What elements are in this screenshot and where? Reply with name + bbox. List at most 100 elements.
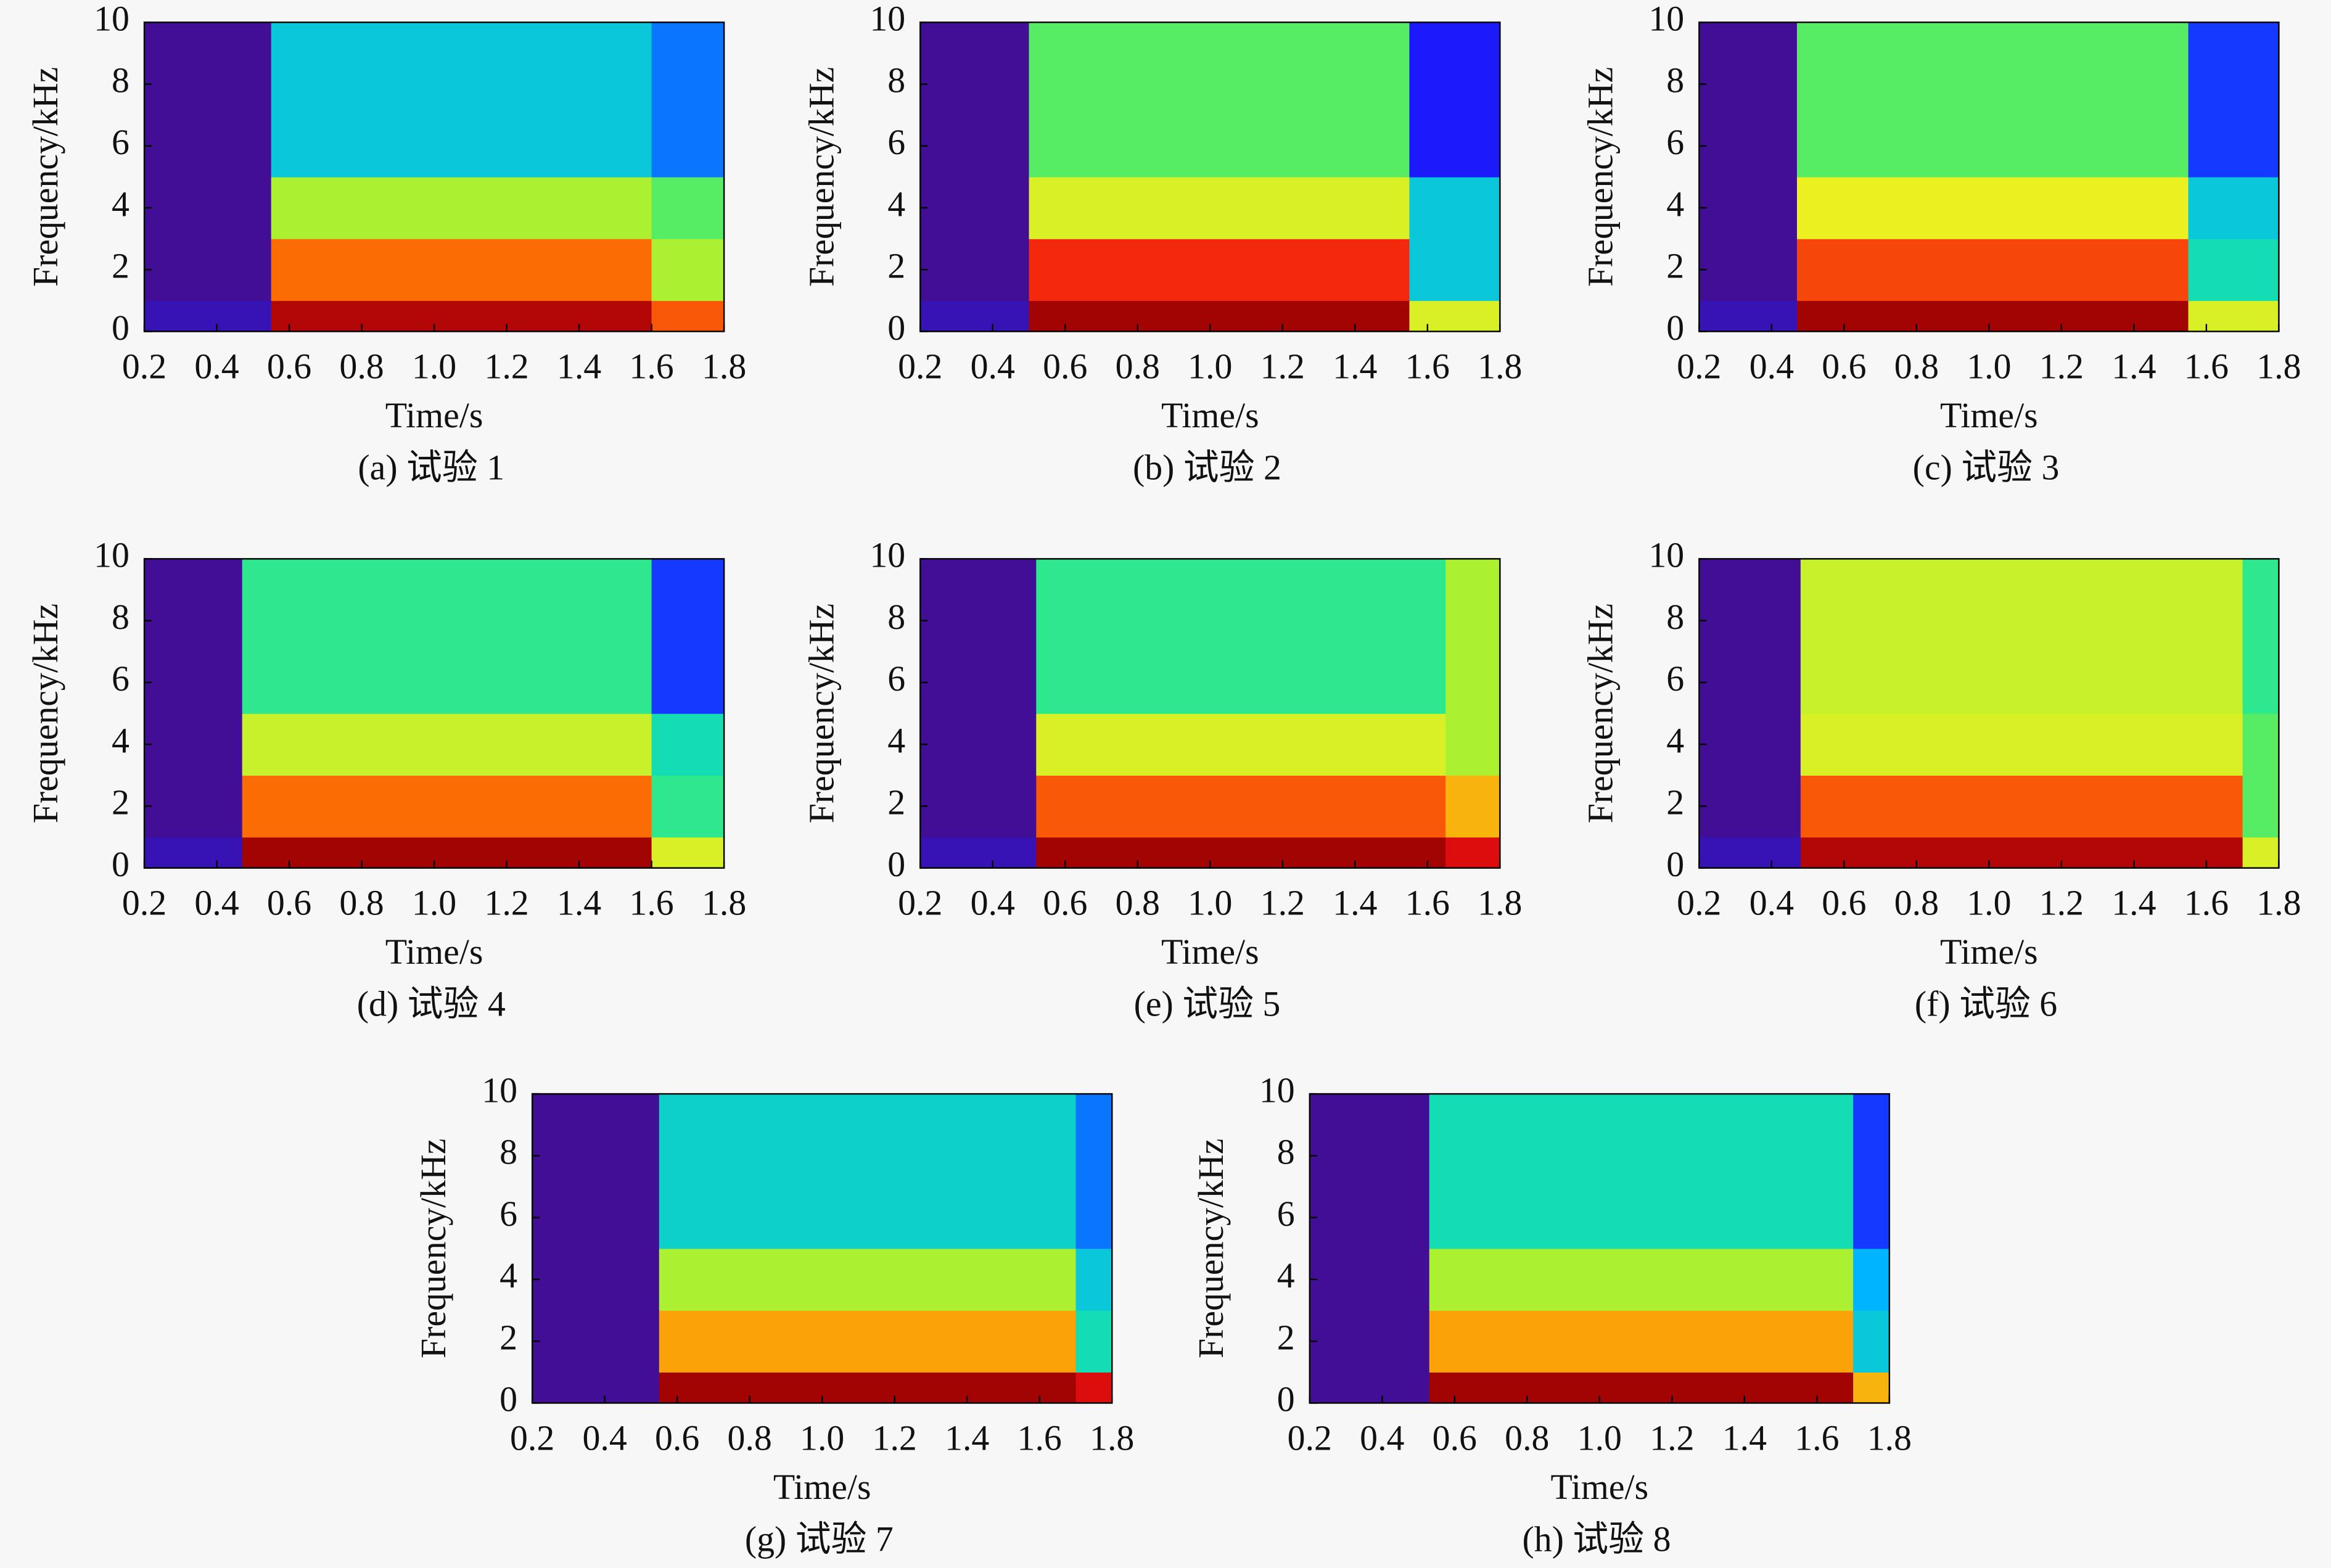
- x-tick-label: 1.4: [2111, 346, 2156, 386]
- x-tick-label: 1.8: [702, 346, 746, 386]
- y-axis-label: Frequency/kHz: [25, 67, 65, 287]
- y-tick-label: 6: [887, 659, 905, 699]
- spectrogram-cell: [1429, 1094, 1854, 1249]
- y-tick-label: 2: [1277, 1317, 1295, 1357]
- x-tick-label: 1.4: [2111, 883, 2156, 923]
- x-tick-label: 1.6: [1794, 1418, 1839, 1458]
- y-tick-label: 8: [112, 60, 130, 101]
- y-tick-label: 2: [112, 246, 130, 286]
- x-tick-label: 0.2: [898, 883, 942, 923]
- spectrogram-cell: [144, 239, 272, 302]
- y-tick-label: 4: [1277, 1255, 1295, 1295]
- x-tick-label: 0.8: [1894, 346, 1939, 386]
- plot-frame: [919, 21, 1501, 332]
- x-axis-label: Time/s: [1551, 1467, 1649, 1507]
- y-tick-label: 0: [887, 844, 905, 884]
- x-tick-label: 0.2: [898, 346, 942, 386]
- spectrogram-cell: [920, 176, 1030, 239]
- x-tick-label: 1.4: [1333, 346, 1377, 386]
- spectrogram-cell: [651, 559, 725, 714]
- spectrogram-cell: [532, 1310, 660, 1373]
- panel-caption: (d) 试验 4: [357, 984, 506, 1024]
- panel-caption: (c) 试验 3: [1913, 447, 2060, 487]
- spectrogram-cell: [1075, 1372, 1112, 1404]
- spectrogram-cell: [1796, 239, 2189, 302]
- spectrogram-cell: [651, 22, 725, 178]
- panel-caption: (a) 试验 1: [358, 447, 504, 487]
- spectrogram-cell: [1445, 837, 1501, 869]
- y-tick-label: 10: [482, 1070, 517, 1110]
- spectrogram-cell: [920, 775, 1037, 838]
- y-tick-label: 6: [500, 1194, 517, 1234]
- y-tick-label: 10: [1648, 535, 1684, 575]
- spectrogram-cell: [1075, 1310, 1112, 1373]
- x-tick-label: 1.2: [484, 883, 528, 923]
- x-tick-label: 1.2: [1260, 883, 1305, 923]
- y-tick-label: 8: [887, 597, 905, 637]
- spectrogram-cell: [532, 1094, 660, 1249]
- spectrogram-cell: [1699, 775, 1801, 838]
- x-tick-label: 0.8: [339, 883, 384, 923]
- spectrogram-cell: [2188, 239, 2280, 302]
- y-tick-label: 0: [1666, 844, 1684, 884]
- spectrogram-cell: [920, 559, 1037, 714]
- y-tick-label: 8: [112, 597, 130, 637]
- x-tick-label: 0.8: [1116, 883, 1160, 923]
- spectrogram-cell: [659, 1372, 1077, 1404]
- spectrogram-cell: [1853, 1310, 1890, 1373]
- y-tick-label: 4: [112, 184, 130, 224]
- spectrogram-cell: [1036, 837, 1446, 869]
- y-tick-label: 0: [887, 308, 905, 348]
- y-tick-label: 8: [1666, 597, 1684, 637]
- spectrogram-cell: [1853, 1248, 1890, 1311]
- x-axis-label: Time/s: [1161, 932, 1259, 972]
- spectrogram-cell: [651, 837, 725, 869]
- y-tick-label: 0: [1666, 308, 1684, 348]
- spectrogram-cell: [144, 837, 243, 869]
- x-axis-label: Time/s: [773, 1467, 871, 1507]
- spectrogram-cell: [1309, 1248, 1430, 1311]
- x-tick-label: 1.0: [800, 1418, 844, 1458]
- spectrogram-cell: [1699, 239, 1798, 302]
- spectrogram-cell: [1409, 300, 1501, 332]
- x-tick-label: 1.6: [2184, 346, 2229, 386]
- x-tick-label: 0.6: [1043, 346, 1087, 386]
- y-axis-label: Frequency/kHz: [25, 604, 65, 824]
- y-tick-label: 2: [887, 246, 905, 286]
- y-tick-label: 8: [1666, 60, 1684, 101]
- y-tick-label: 4: [112, 720, 130, 760]
- spectrogram-cell: [1409, 22, 1501, 178]
- spectrogram-cell: [1029, 22, 1410, 178]
- spectrogram-cell: [242, 775, 652, 838]
- spectrogram-cell: [1036, 559, 1446, 714]
- x-tick-label: 1.6: [629, 883, 673, 923]
- spectrogram-cell: [1429, 1310, 1854, 1373]
- y-tick-label: 10: [870, 0, 905, 38]
- spectrogram-cell: [1800, 837, 2243, 869]
- spectrogram-cell: [1036, 775, 1446, 838]
- x-tick-label: 0.2: [1677, 346, 1721, 386]
- panel-caption: (g) 试验 7: [745, 1519, 894, 1559]
- plot-frame: [1698, 21, 2280, 332]
- x-tick-label: 0.8: [1894, 883, 1939, 923]
- x-axis-label: Time/s: [1940, 395, 2038, 435]
- x-tick-label: 1.4: [1333, 883, 1377, 923]
- panel-caption: (h) 试验 8: [1523, 1519, 1671, 1559]
- x-tick-label: 0.6: [655, 1418, 699, 1458]
- spectrogram-cell: [1429, 1372, 1854, 1404]
- spectrogram-cell: [1309, 1094, 1430, 1249]
- x-tick-label: 0.6: [267, 883, 311, 923]
- x-tick-label: 1.0: [412, 346, 456, 386]
- spectrogram-cell: [1029, 300, 1410, 332]
- x-tick-label: 1.8: [2256, 883, 2301, 923]
- x-tick-label: 0.2: [510, 1418, 554, 1458]
- y-tick-label: 0: [112, 308, 130, 348]
- spectrogram-cell: [659, 1094, 1077, 1249]
- y-tick-label: 2: [1666, 782, 1684, 823]
- x-tick-label: 1.6: [1405, 883, 1450, 923]
- x-tick-label: 1.0: [1577, 1418, 1622, 1458]
- x-tick-label: 1.8: [1478, 346, 1522, 386]
- panel-caption: (f) 试验 6: [1915, 984, 2057, 1024]
- x-tick-label: 0.6: [267, 346, 311, 386]
- y-tick-label: 10: [1259, 1070, 1295, 1110]
